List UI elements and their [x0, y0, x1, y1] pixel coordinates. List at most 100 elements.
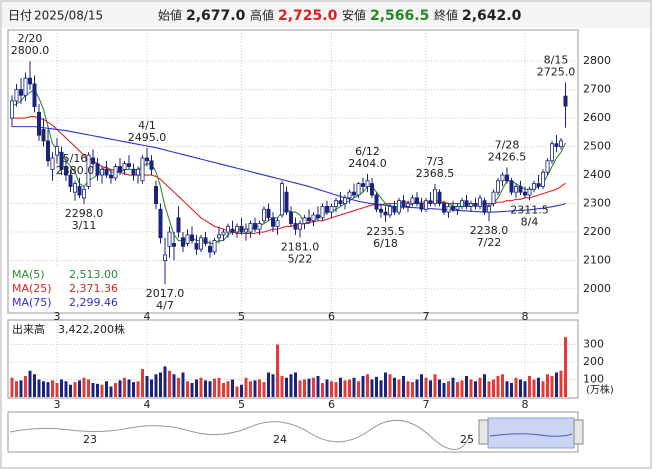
annotation-value: 2181.0	[281, 240, 320, 253]
candle-body	[504, 174, 509, 182]
volume-bar	[312, 377, 315, 397]
y-tick-label: 2600	[583, 111, 611, 124]
x-tick-label: 4	[144, 398, 151, 411]
volume-bar	[541, 381, 545, 397]
candle-body	[239, 225, 244, 233]
navigator-label: 23	[83, 433, 97, 446]
volume-bar	[505, 381, 509, 397]
navigator-handle-left[interactable]	[478, 419, 489, 445]
navigator-handle-right[interactable]	[573, 419, 584, 445]
candle-body	[554, 143, 559, 147]
volume-bar	[244, 377, 248, 397]
annotation-value: 2380.0	[56, 164, 95, 177]
date-label: 日付	[8, 9, 32, 23]
candle-body	[550, 143, 555, 162]
candle-body	[545, 160, 550, 173]
volume-bar	[24, 376, 27, 397]
candle-body	[221, 231, 226, 236]
volume-bar	[460, 380, 464, 397]
volume-bar	[447, 381, 450, 397]
volume-bar	[357, 381, 360, 397]
volume-bar	[276, 344, 279, 397]
annotation-date: 7/28	[495, 139, 520, 152]
candle-body	[518, 186, 523, 193]
volume-bar	[55, 383, 59, 397]
volume-bar	[415, 379, 419, 397]
annotation-date: 6/18	[373, 237, 398, 250]
volume-bar	[199, 377, 203, 397]
candle-body	[216, 234, 221, 239]
annotation-date: 3/11	[72, 219, 97, 232]
volume-bar	[141, 369, 144, 397]
volume-bar	[240, 384, 243, 397]
annotation-date: 7/22	[477, 236, 502, 249]
legend-name: MA(5)	[12, 268, 45, 281]
candle-body	[279, 183, 284, 216]
candle-body	[82, 188, 87, 199]
volume-bar	[406, 381, 410, 397]
candle-body	[261, 208, 266, 222]
candle-body	[32, 83, 37, 108]
y-tick-label: 2700	[583, 83, 611, 96]
volume-bar	[474, 381, 477, 397]
annotation-value: 2311.5	[510, 203, 549, 216]
candle-body	[541, 171, 546, 187]
candle-body	[18, 89, 23, 96]
x-tick-label: 7	[423, 398, 430, 411]
candle-body	[176, 217, 181, 233]
volume-bar	[159, 372, 162, 397]
legend-name: MA(75)	[12, 296, 52, 309]
candle-body	[306, 217, 311, 222]
volume-bar	[537, 377, 540, 397]
candle-body	[414, 197, 419, 204]
volume-bar	[352, 377, 356, 397]
candle-body	[477, 197, 482, 207]
candle-body	[257, 223, 262, 230]
candle-body	[527, 188, 532, 196]
candle-body	[495, 180, 500, 193]
navigator-window[interactable]	[487, 417, 575, 449]
volume-bar	[370, 379, 374, 397]
volume-bar	[78, 380, 81, 397]
candle-body	[356, 183, 361, 196]
volume-bar	[330, 381, 333, 397]
volume-bar	[424, 377, 428, 397]
candle-body	[423, 200, 428, 210]
y-tick-label: 300	[583, 338, 604, 351]
volume-bar	[213, 378, 216, 397]
volume-bar	[60, 379, 63, 397]
legend-value: 2,513.00	[69, 268, 118, 281]
candle-body	[203, 237, 208, 244]
candle-body	[315, 214, 320, 219]
volume-bar	[267, 372, 270, 397]
header-bar	[2, 2, 650, 28]
volume-bar	[501, 374, 504, 397]
volume-bar	[262, 382, 266, 397]
volume-bar	[222, 383, 225, 397]
candle-body	[41, 129, 46, 142]
candle-body	[419, 203, 424, 210]
ma-line	[12, 116, 566, 235]
annotation-value: 2235.5	[366, 225, 405, 238]
open-value: 2,677.0	[186, 8, 246, 24]
candle-body	[189, 234, 194, 242]
volume-bar	[465, 376, 468, 397]
volume-bar	[10, 377, 14, 397]
volume-bar	[325, 379, 329, 397]
volume-bar	[195, 379, 198, 397]
candle-body	[293, 223, 298, 230]
volume-bar	[186, 381, 189, 397]
candle-body	[311, 214, 316, 222]
candle-body	[374, 194, 379, 210]
volume-bar	[298, 380, 302, 397]
volume-bar	[127, 379, 131, 397]
x-tick-label: 5	[238, 310, 245, 323]
candle-body	[207, 245, 212, 253]
volume-bar	[294, 372, 297, 397]
close-label: 終値	[434, 8, 458, 23]
volume-bar	[478, 377, 482, 397]
candle-body	[198, 237, 203, 250]
legend-name: MA(25)	[12, 282, 52, 295]
volume-bar	[51, 380, 54, 397]
